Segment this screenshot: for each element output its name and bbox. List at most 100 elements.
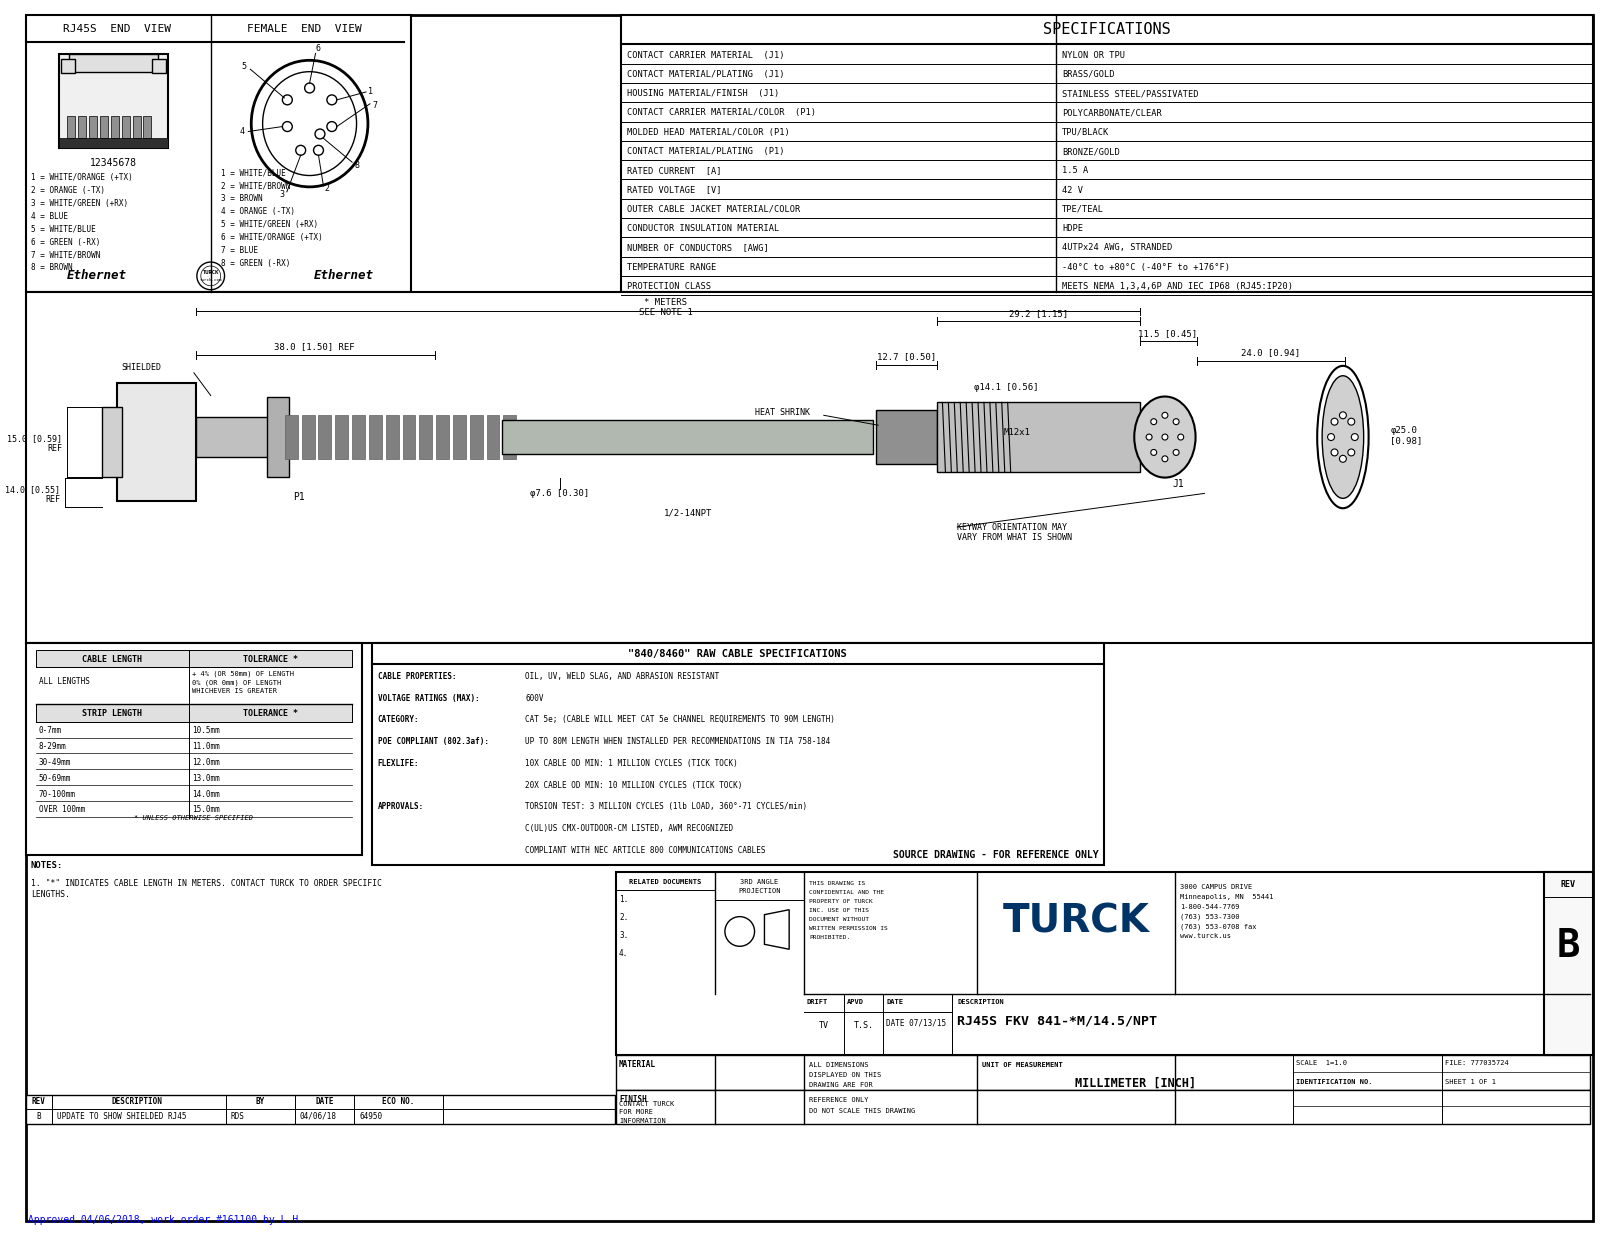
Text: TORSION TEST: 3 MILLION CYCLES (1lb LOAD, 360°-71 CYCLES/min): TORSION TEST: 3 MILLION CYCLES (1lb LOAD… bbox=[525, 803, 808, 811]
Text: APVD: APVD bbox=[846, 998, 864, 1004]
Text: RJ45S  END  VIEW: RJ45S END VIEW bbox=[62, 24, 171, 33]
Text: SOURCE DRAWING - FOR REFERENCE ONLY: SOURCE DRAWING - FOR REFERENCE ONLY bbox=[893, 850, 1099, 860]
Circle shape bbox=[1146, 434, 1152, 440]
Bar bbox=[35, 704, 189, 722]
Polygon shape bbox=[765, 909, 789, 949]
Text: REV: REV bbox=[1562, 881, 1576, 889]
Circle shape bbox=[282, 121, 293, 131]
Text: UPDATE TO SHOW SHIELDED RJ45: UPDATE TO SHOW SHIELDED RJ45 bbox=[58, 1112, 187, 1121]
Text: T.S.: T.S. bbox=[853, 1021, 874, 1030]
Text: RDS: RDS bbox=[230, 1112, 245, 1121]
Text: 8 = GREEN (-RX): 8 = GREEN (-RX) bbox=[221, 259, 290, 267]
Bar bbox=[117, 382, 195, 501]
Ellipse shape bbox=[251, 61, 368, 187]
Bar bbox=[102, 407, 122, 476]
Text: (763) 553-7300: (763) 553-7300 bbox=[1179, 913, 1240, 920]
Bar bbox=[26, 15, 411, 292]
Text: WHICHEVER IS GREATER: WHICHEVER IS GREATER bbox=[192, 688, 277, 694]
Text: TPE/TEAL: TPE/TEAL bbox=[1062, 205, 1104, 214]
Bar bbox=[419, 416, 432, 459]
Text: NOTES:: NOTES: bbox=[30, 861, 62, 870]
Bar bbox=[504, 416, 517, 459]
Circle shape bbox=[1162, 412, 1168, 418]
Text: FINISH: FINISH bbox=[619, 1095, 646, 1105]
Text: 12.7 [0.50]: 12.7 [0.50] bbox=[877, 353, 936, 361]
Ellipse shape bbox=[262, 72, 357, 176]
Text: 04/06/18: 04/06/18 bbox=[299, 1112, 336, 1121]
Text: TURCK: TURCK bbox=[203, 271, 219, 276]
Text: 50-69mm: 50-69mm bbox=[38, 773, 70, 783]
Text: 1. "*" INDICATES CABLE LENGTH IN METERS. CONTACT TURCK TO ORDER SPECIFIC: 1. "*" INDICATES CABLE LENGTH IN METERS.… bbox=[30, 878, 382, 887]
Text: 7 = BLUE: 7 = BLUE bbox=[221, 246, 258, 255]
Circle shape bbox=[1339, 412, 1346, 419]
Text: 6 = GREEN (-RX): 6 = GREEN (-RX) bbox=[30, 238, 101, 246]
Bar bbox=[371, 643, 1104, 865]
Bar bbox=[318, 416, 331, 459]
Text: VARY FROM WHAT IS SHOWN: VARY FROM WHAT IS SHOWN bbox=[957, 533, 1072, 542]
Text: MATERIAL: MATERIAL bbox=[619, 1060, 656, 1070]
Text: 3.: 3. bbox=[619, 931, 629, 940]
Text: Ethernet: Ethernet bbox=[314, 270, 374, 282]
Text: 2 = ORANGE (-TX): 2 = ORANGE (-TX) bbox=[30, 187, 104, 195]
Text: IDENTIFICATION NO.: IDENTIFICATION NO. bbox=[1296, 1079, 1373, 1085]
Text: 1 = WHITE/ORANGE (+TX): 1 = WHITE/ORANGE (+TX) bbox=[30, 173, 133, 183]
Bar bbox=[59, 139, 168, 148]
Circle shape bbox=[202, 266, 221, 286]
Bar bbox=[189, 704, 352, 722]
Ellipse shape bbox=[1134, 397, 1195, 477]
Text: DO NOT SCALE THIS DRAWING: DO NOT SCALE THIS DRAWING bbox=[810, 1108, 915, 1115]
Text: HOUSING MATERIAL/FINISH  (J1): HOUSING MATERIAL/FINISH (J1) bbox=[627, 89, 779, 98]
Text: 15.0 [0.59]: 15.0 [0.59] bbox=[8, 434, 62, 444]
Text: RJ45S FKV 841-*M/14.5/NPT: RJ45S FKV 841-*M/14.5/NPT bbox=[957, 1014, 1157, 1028]
Circle shape bbox=[1331, 418, 1338, 426]
Text: CONTACT TURCK: CONTACT TURCK bbox=[619, 1101, 674, 1107]
Text: 38.0 [1.50] REF: 38.0 [1.50] REF bbox=[274, 343, 355, 351]
Text: SHEET 1 OF 1: SHEET 1 OF 1 bbox=[1445, 1079, 1496, 1085]
Text: MILLIMETER [INCH]: MILLIMETER [INCH] bbox=[1075, 1076, 1195, 1090]
Text: COMPLIANT WITH NEC ARTICLE 800 COMMUNICATIONS CABLES: COMPLIANT WITH NEC ARTICLE 800 COMMUNICA… bbox=[525, 846, 766, 855]
Text: 8 = BROWN: 8 = BROWN bbox=[30, 263, 72, 272]
Bar bbox=[616, 872, 1590, 1055]
Text: BY: BY bbox=[256, 1097, 264, 1106]
Circle shape bbox=[326, 95, 336, 105]
Text: CONTACT MATERIAL/PLATING  (J1): CONTACT MATERIAL/PLATING (J1) bbox=[627, 71, 784, 79]
Text: 14.0mm: 14.0mm bbox=[192, 789, 219, 799]
Text: 15.0mm: 15.0mm bbox=[192, 805, 219, 814]
Text: DATE: DATE bbox=[886, 998, 902, 1004]
Text: TURCK: TURCK bbox=[1003, 903, 1149, 940]
Bar bbox=[122, 116, 130, 139]
Circle shape bbox=[1150, 418, 1157, 424]
Text: REFERENCE ONLY: REFERENCE ONLY bbox=[810, 1096, 869, 1102]
Text: WRITTEN PERMISSION IS: WRITTEN PERMISSION IS bbox=[810, 927, 888, 931]
Bar bbox=[90, 116, 98, 139]
Text: CONFIDENTIAL AND THE: CONFIDENTIAL AND THE bbox=[810, 891, 883, 896]
Text: MEETS NEMA 1,3,4,6P AND IEC IP68 (RJ45:IP20): MEETS NEMA 1,3,4,6P AND IEC IP68 (RJ45:I… bbox=[1062, 282, 1293, 291]
Text: DESCRIPTION: DESCRIPTION bbox=[110, 1097, 162, 1106]
Circle shape bbox=[1328, 434, 1334, 440]
Text: 11.0mm: 11.0mm bbox=[192, 742, 219, 751]
Text: UP TO 80M LENGTH WHEN INSTALLED PER RECOMMENDATIONS IN TIA 758-184: UP TO 80M LENGTH WHEN INSTALLED PER RECO… bbox=[525, 737, 830, 746]
Text: CABLE PROPERTIES:: CABLE PROPERTIES: bbox=[378, 672, 456, 680]
Text: NUMBER OF CONDUCTORS  [AWG]: NUMBER OF CONDUCTORS [AWG] bbox=[627, 244, 768, 252]
Text: [0.98]: [0.98] bbox=[1390, 437, 1422, 445]
Text: M12x1: M12x1 bbox=[1003, 428, 1030, 437]
Text: DRAWING ARE FOR: DRAWING ARE FOR bbox=[810, 1081, 872, 1087]
Text: 4 = ORANGE (-TX): 4 = ORANGE (-TX) bbox=[221, 207, 294, 216]
Bar bbox=[61, 59, 75, 73]
Text: CABLE LENGTH: CABLE LENGTH bbox=[82, 656, 142, 664]
Text: SEE NOTE 1: SEE NOTE 1 bbox=[638, 308, 693, 317]
Text: BRASS/GOLD: BRASS/GOLD bbox=[1062, 71, 1115, 79]
Text: 5 = WHITE/GREEN (+RX): 5 = WHITE/GREEN (+RX) bbox=[221, 220, 318, 229]
Text: 13.0mm: 13.0mm bbox=[192, 773, 219, 783]
Circle shape bbox=[1173, 418, 1179, 424]
Text: 12.0mm: 12.0mm bbox=[192, 758, 219, 767]
Text: VOLTAGE RATINGS (MAX):: VOLTAGE RATINGS (MAX): bbox=[378, 694, 480, 703]
Text: 24.0 [0.94]: 24.0 [0.94] bbox=[1242, 349, 1301, 357]
Text: www.turck.us: www.turck.us bbox=[1179, 934, 1230, 939]
Text: 0-7mm: 0-7mm bbox=[38, 726, 62, 735]
Text: LENGTHS.: LENGTHS. bbox=[30, 891, 70, 899]
Text: CONTACT CARRIER MATERIAL  (J1): CONTACT CARRIER MATERIAL (J1) bbox=[627, 51, 784, 59]
Text: INFORMATION: INFORMATION bbox=[619, 1118, 666, 1124]
Text: -40°C to +80°C (-40°F to +176°F): -40°C to +80°C (-40°F to +176°F) bbox=[1062, 262, 1230, 272]
Text: TPU/BLACK: TPU/BLACK bbox=[1062, 127, 1109, 137]
